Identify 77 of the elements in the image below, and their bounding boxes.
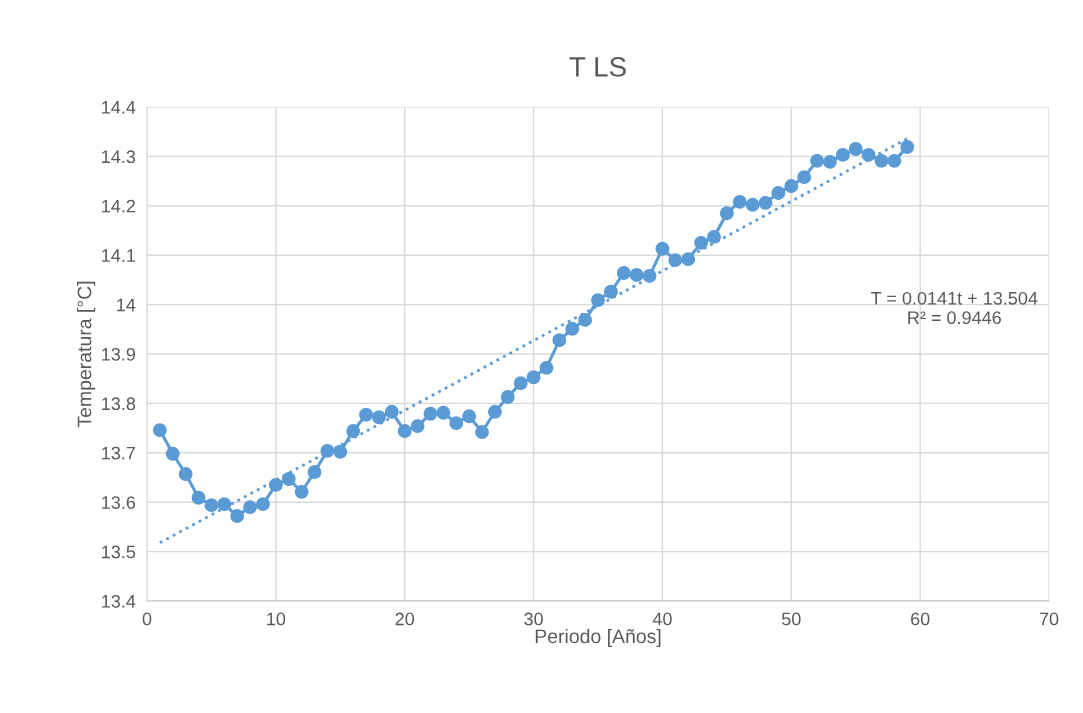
point	[449, 416, 464, 431]
point	[552, 333, 567, 348]
point	[603, 284, 618, 299]
point	[500, 390, 515, 404]
point	[436, 405, 451, 420]
point	[822, 154, 837, 169]
point	[591, 293, 605, 308]
point	[191, 490, 206, 505]
y-tick-label: 14.1	[102, 249, 136, 262]
point	[513, 376, 528, 391]
x-tick-label: 60	[911, 612, 930, 626]
point	[578, 312, 593, 327]
point	[887, 153, 902, 168]
point	[848, 142, 863, 156]
point	[526, 370, 541, 385]
point	[217, 497, 232, 512]
x-tick-label: 0	[142, 612, 152, 626]
point	[333, 444, 348, 459]
x-tick-label: 10	[267, 612, 286, 626]
point	[694, 235, 709, 250]
point	[900, 140, 915, 154]
point	[732, 194, 747, 209]
y-tick-label: 13.7	[102, 446, 135, 460]
point	[655, 241, 670, 256]
point	[539, 360, 554, 375]
point	[835, 147, 850, 162]
point	[758, 195, 773, 210]
point	[745, 197, 760, 212]
annotation: T = 0.0141t + 13.504 R² = 0.9446	[871, 291, 1038, 325]
point	[771, 186, 786, 200]
x-tick-label: 70	[1039, 612, 1059, 626]
point	[165, 446, 180, 461]
point	[294, 484, 309, 499]
point	[359, 407, 374, 422]
x-tick-label: 50	[781, 612, 801, 626]
chart-title: T LS	[569, 57, 626, 77]
point	[243, 500, 258, 515]
point	[616, 266, 631, 280]
y-tick-label: 13.6	[102, 496, 136, 509]
point	[256, 497, 270, 512]
point	[797, 170, 812, 185]
point	[565, 321, 580, 336]
y-tick-label: 13.4	[102, 594, 136, 608]
point	[719, 206, 734, 221]
point	[178, 467, 193, 481]
point	[462, 409, 477, 424]
point	[487, 404, 502, 419]
point	[281, 472, 296, 486]
y-tick-label: 14.2	[102, 199, 135, 213]
point	[397, 424, 412, 439]
y-axis-title: Temperatura [°C]	[77, 281, 96, 428]
x-tick-label: 30	[524, 612, 543, 626]
point	[346, 424, 361, 439]
point	[410, 419, 425, 434]
point	[423, 406, 438, 421]
y-tick-label: 13.5	[102, 545, 136, 559]
y-tick-label: 14.3	[102, 150, 136, 164]
point	[204, 498, 219, 513]
point	[784, 179, 799, 193]
point	[707, 229, 721, 244]
point	[230, 509, 245, 523]
point	[307, 465, 322, 480]
y-tick-label: 14.4	[102, 101, 136, 114]
x-tick-label: 40	[652, 612, 672, 626]
point	[384, 404, 399, 419]
point	[475, 425, 489, 439]
y-tick-label: 13.9	[102, 347, 136, 361]
y-tick-label: 14	[117, 298, 136, 312]
x-axis-title: Periodo [Años]	[535, 628, 661, 648]
point	[371, 410, 386, 425]
point	[810, 153, 825, 168]
point	[874, 153, 889, 168]
point	[268, 477, 283, 492]
point	[629, 268, 644, 282]
y-tick-label: 13.8	[102, 397, 136, 411]
point	[152, 423, 167, 438]
x-tick-label: 20	[395, 612, 415, 626]
